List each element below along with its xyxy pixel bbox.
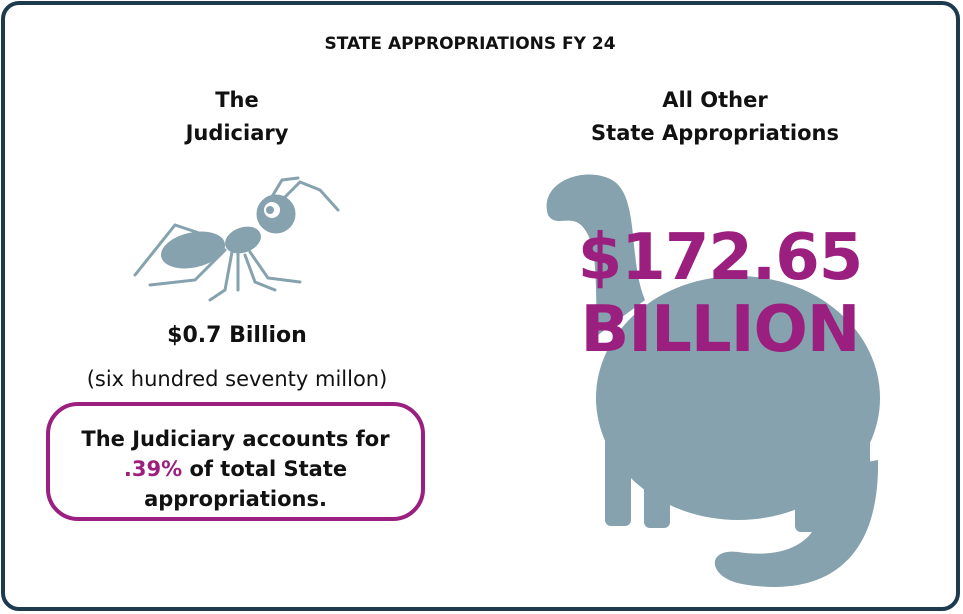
right-amount-line: $172.65 [565, 222, 875, 294]
left-heading-line: The [90, 84, 384, 117]
page: {"title": "STATE APPROPRIATIONS FY 24", … [0, 0, 963, 614]
ant-thorax [222, 223, 264, 258]
right-heading-line: All Other [560, 84, 870, 117]
left-note: (six hundred seventy millon) [40, 367, 434, 391]
left-heading: The Judiciary [90, 84, 384, 150]
callout-text: The Judiciary accounts for [81, 427, 389, 451]
callout-highlight: .39% [124, 457, 182, 481]
right-amount: $172.65 BILLION [565, 222, 875, 366]
ant [135, 178, 338, 300]
left-heading-line: Judiciary [90, 117, 384, 150]
right-amount-line: BILLION [565, 294, 875, 366]
title: STATE APPROPRIATIONS FY 24 [0, 34, 940, 54]
right-heading-line: State Appropriations [560, 117, 870, 150]
callout: The Judiciary accounts for .39% of total… [46, 402, 425, 521]
left-amount: $0.7 Billion [90, 323, 384, 348]
right-heading: All Other State Appropriations [560, 84, 870, 150]
ant-pupil [266, 206, 274, 214]
